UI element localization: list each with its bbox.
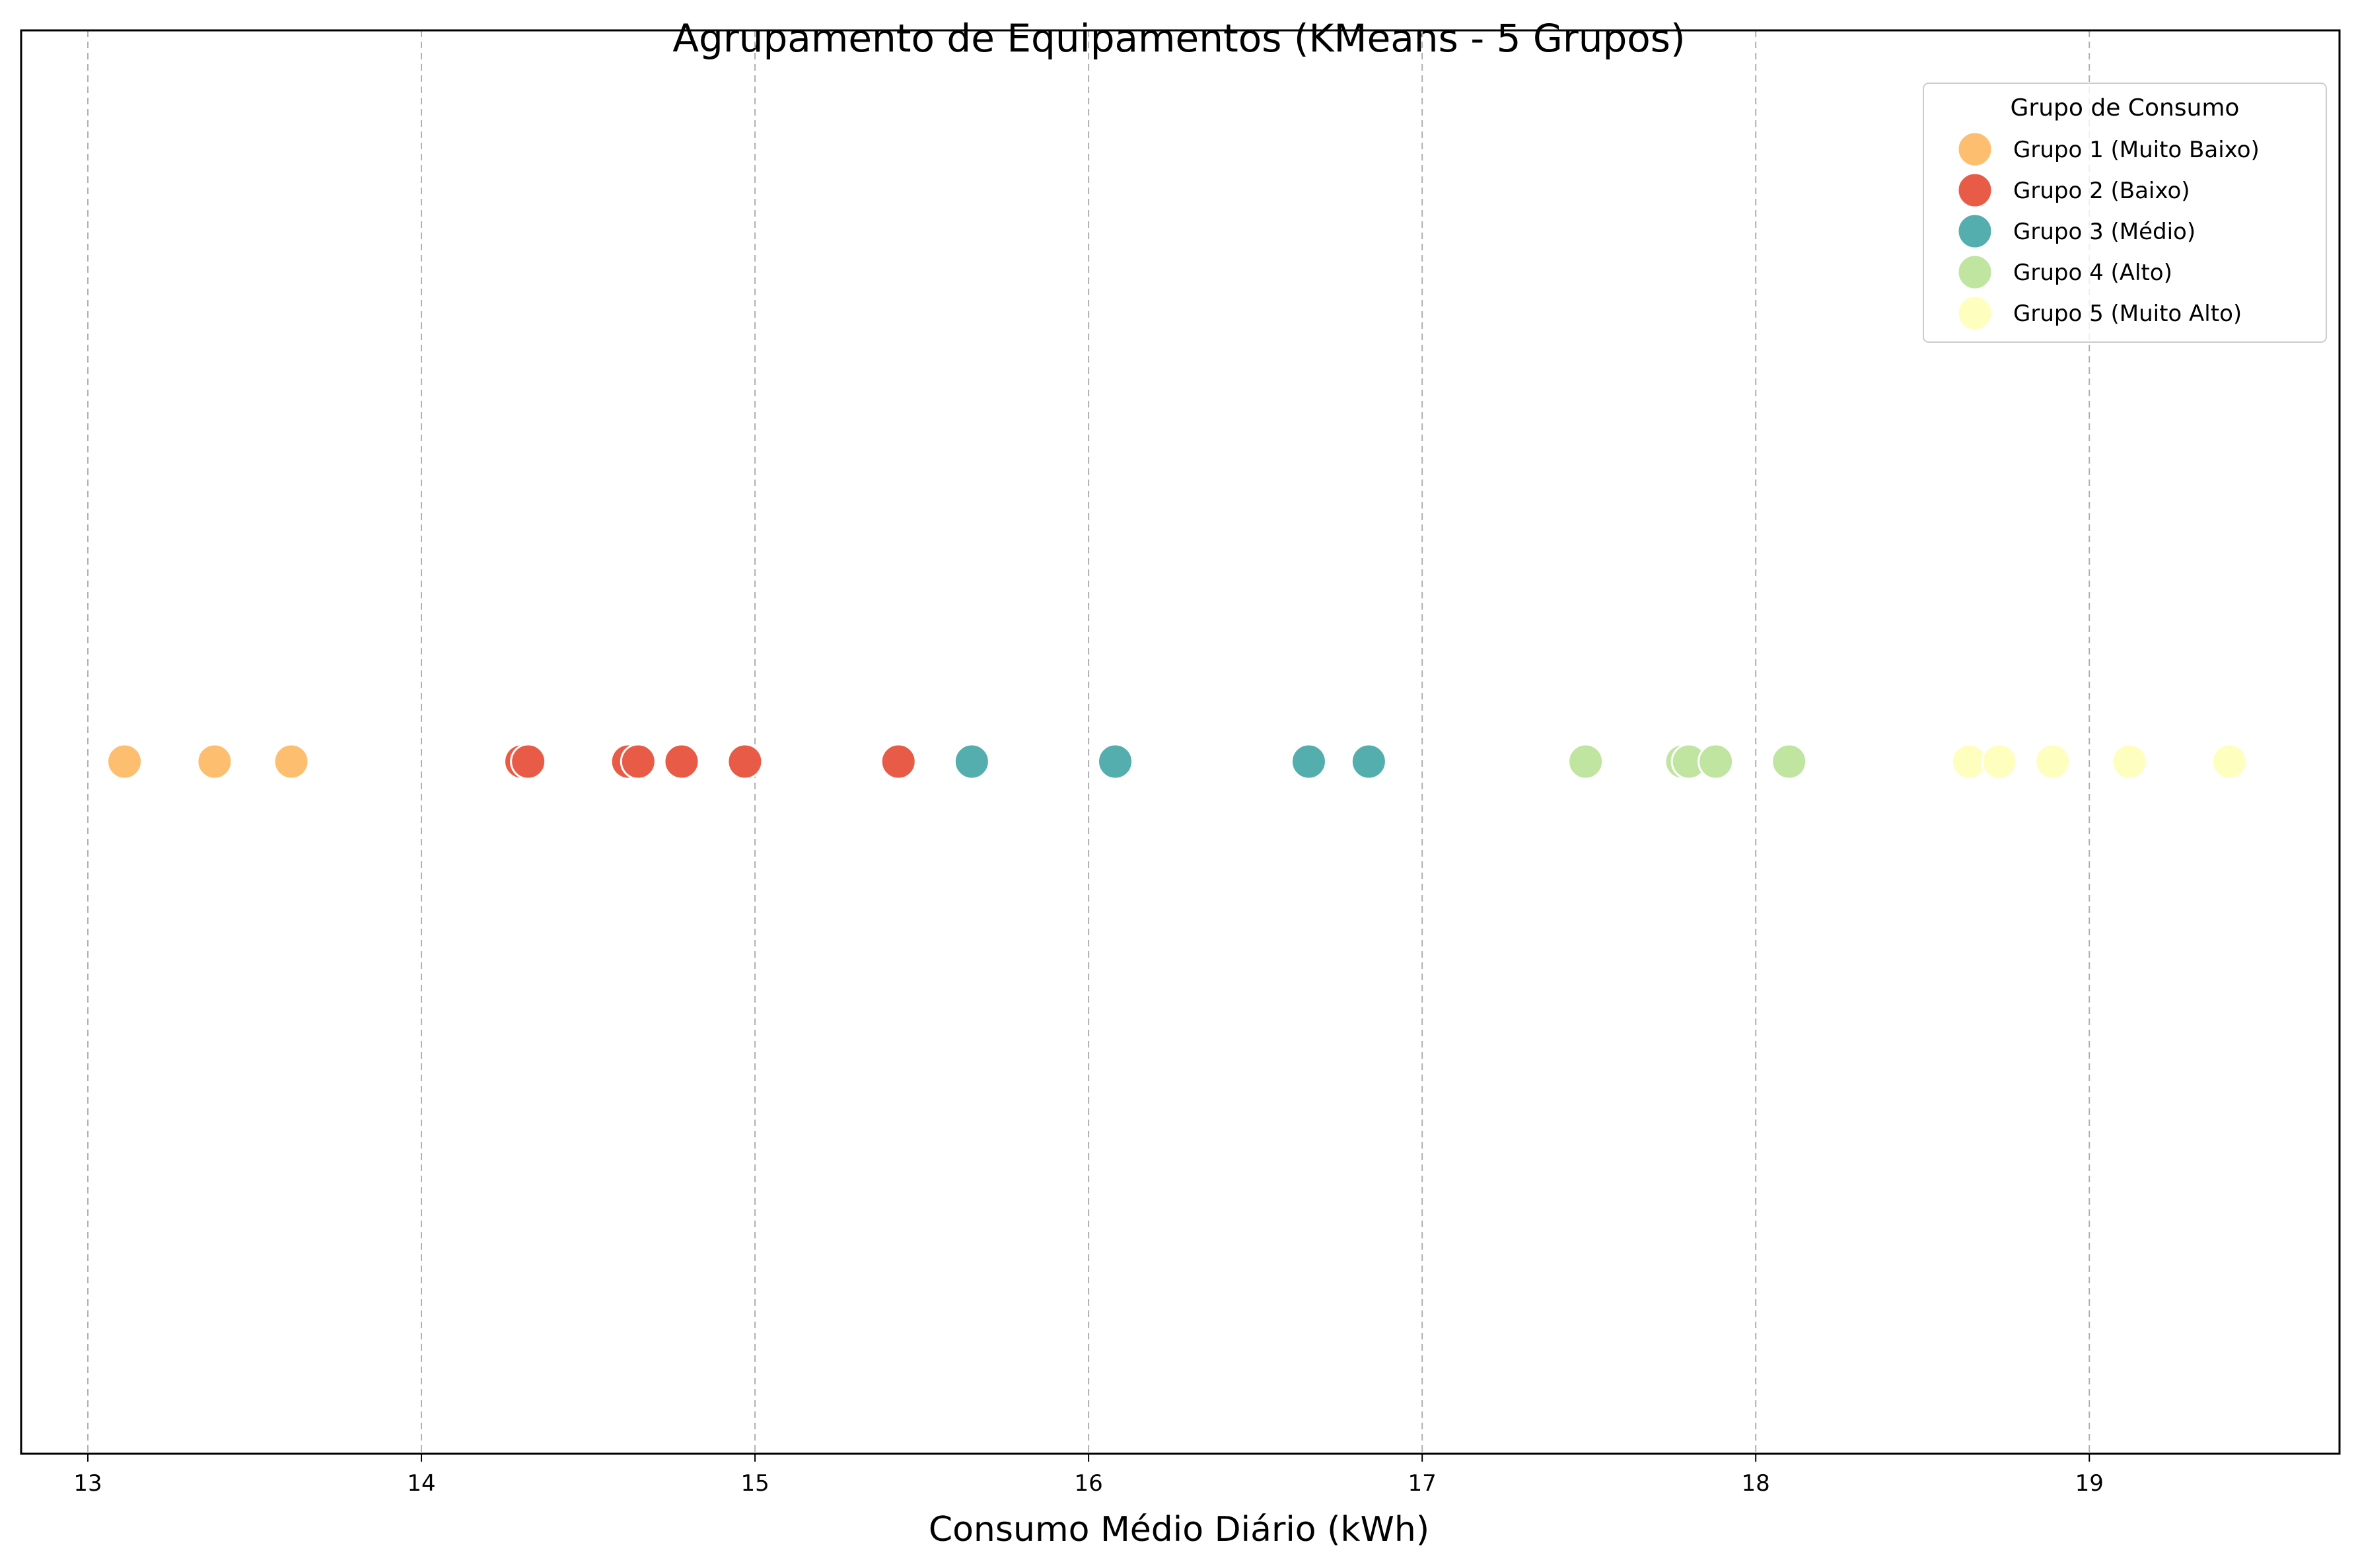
legend-title: Grupo de Consumo	[2011, 94, 2240, 122]
legend-label-2: Grupo 2 (Baixo)	[2013, 178, 2190, 204]
x-tick-label-15: 15	[740, 1470, 769, 1497]
legend-marker-3	[1956, 213, 1993, 250]
x-tick-label-14: 14	[407, 1470, 435, 1497]
point-group-5-3	[2034, 743, 2071, 780]
point-group-3-1	[953, 743, 990, 780]
data-points	[106, 743, 2248, 780]
legend-label-1: Grupo 1 (Muito Baixo)	[2013, 137, 2260, 163]
x-axis-ticks: 13 14 15 16 17 18 19	[73, 1454, 2104, 1497]
x-tick-label-13: 13	[73, 1470, 102, 1497]
point-group-2-5	[663, 743, 700, 780]
point-group-5-4	[2111, 743, 2148, 780]
legend-label-4: Grupo 4 (Alto)	[2013, 260, 2172, 286]
legend-label-3: Grupo 3 (Médio)	[2013, 219, 2196, 245]
legend-marker-2	[1956, 172, 1993, 209]
point-group-3-2	[1097, 743, 1134, 780]
point-group-4-1	[1567, 743, 1604, 780]
point-group-3-3	[1290, 743, 1327, 780]
x-tick-label-19: 19	[2075, 1470, 2104, 1497]
legend: Grupo de Consumo Grupo 1 (Muito Baixo)Gr…	[1923, 83, 2327, 343]
x-tick-label-18: 18	[1742, 1470, 1770, 1497]
point-group-4-4	[1697, 743, 1734, 780]
grid-lines	[87, 30, 2090, 1454]
point-group-3-4	[1350, 743, 1387, 780]
point-group-2-4	[620, 743, 657, 780]
legend-box	[1923, 83, 2327, 343]
point-group-5-2	[1981, 743, 2018, 780]
x-tick-label-17: 17	[1408, 1470, 1437, 1497]
legend-label-5: Grupo 5 (Muito Alto)	[2013, 301, 2242, 327]
point-group-1-3	[273, 743, 310, 780]
legend-items: Grupo 1 (Muito Baixo) Grupo 2 (Baixo) Grup…	[1956, 131, 2260, 332]
legend-marker-5	[1956, 295, 1993, 332]
point-group-1-1	[106, 743, 143, 780]
point-group-5-5	[2211, 743, 2248, 780]
point-group-4-5	[1771, 743, 1808, 780]
point-group-2-6	[727, 743, 764, 780]
plot-frame	[20, 29, 2341, 1455]
legend-marker-4	[1956, 254, 1993, 291]
legend-marker-1	[1956, 131, 1993, 168]
point-group-2-2	[510, 743, 547, 780]
point-group-2-7	[880, 743, 917, 780]
point-group-1-2	[196, 743, 233, 780]
chart-title: Agrupamento de Equipamentos (KMeans - 5 …	[672, 16, 1685, 61]
x-tick-label-16: 16	[1074, 1470, 1102, 1497]
x-axis-label: Consumo Médio Diário (kWh)	[929, 1510, 1429, 1550]
